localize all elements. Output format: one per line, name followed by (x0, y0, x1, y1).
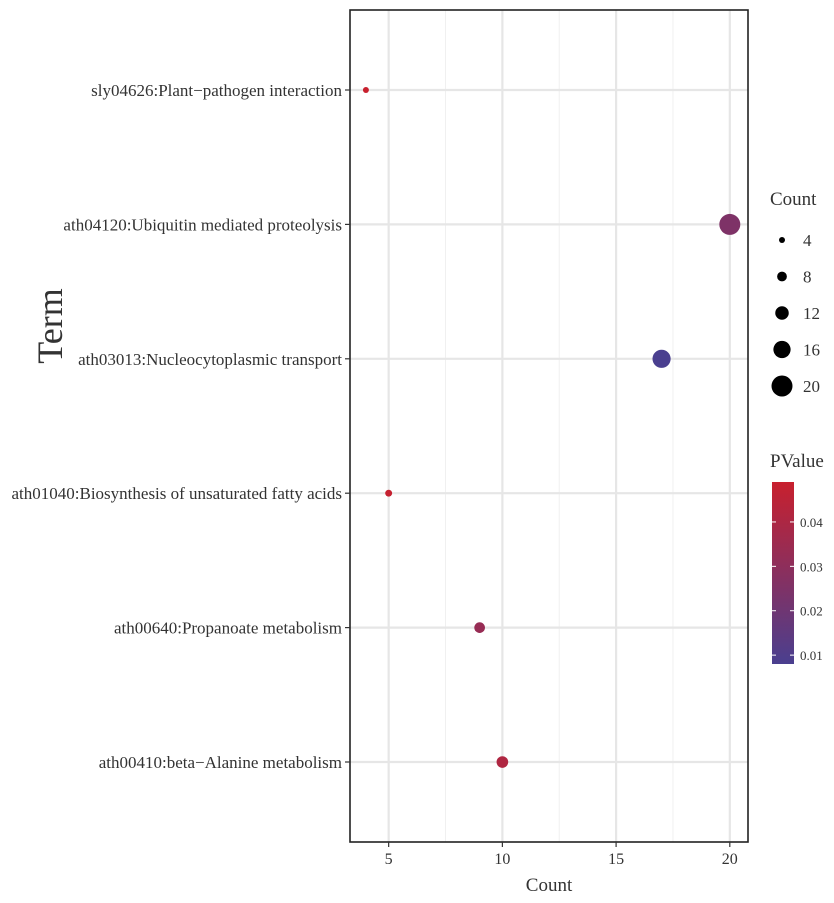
x-tick-label: 20 (722, 851, 738, 868)
color-legend-title: PValue (770, 451, 824, 472)
y-tick-label: ath00640:Propanoate metabolism (114, 619, 342, 638)
size-legend-key (771, 375, 793, 397)
y-tick-label: ath01040:Biosynthesis of unsaturated fat… (12, 484, 343, 503)
y-tick-label: ath00410:beta−Alanine metabolism (99, 753, 342, 772)
x-tick-label: 5 (385, 851, 393, 868)
y-tick-label: ath04120:Ubiquitin mediated proteolysis (63, 215, 342, 234)
x-axis-title: Count (526, 875, 573, 896)
size-legend-label: 20 (803, 377, 820, 396)
size-legend-key (777, 271, 787, 282)
y-tick-label: ath03013:Nucleocytoplasmic transport (78, 350, 342, 369)
x-tick-label: 10 (494, 851, 510, 868)
grid-lines (350, 10, 748, 842)
data-point (496, 756, 509, 768)
color-legend-label: 0.01 (800, 648, 823, 663)
size-legend-label: 8 (803, 268, 812, 287)
size-legend: Count 4 8 12 16 20 (770, 189, 820, 397)
data-point (719, 213, 741, 235)
size-legend-label: 12 (803, 304, 820, 323)
size-legend-key (773, 340, 791, 359)
size-legend-label: 4 (803, 231, 812, 250)
data-point (474, 622, 485, 633)
data-points (362, 87, 741, 768)
color-legend: PValue 0.01 0.02 0.03 0.04 (770, 451, 824, 664)
color-legend-bar (772, 482, 794, 664)
size-legend-title: Count (770, 189, 817, 210)
color-legend-label: 0.03 (800, 559, 823, 574)
y-axis-title: Term (30, 288, 70, 363)
size-legend-label: 16 (803, 341, 820, 360)
size-legend-key (775, 306, 789, 320)
x-axis: 5 10 15 20 (385, 842, 738, 868)
data-point (362, 87, 369, 93)
color-legend-label: 0.02 (800, 604, 823, 619)
x-tick-label: 15 (608, 851, 624, 868)
plot-panel-border (349, 9, 749, 843)
size-legend-key (779, 237, 785, 243)
data-point (385, 489, 393, 497)
color-legend-label: 0.04 (800, 515, 823, 530)
y-axis: sly04626:Plant−pathogen interaction ath04… (12, 81, 350, 772)
y-tick-label: sly04626:Plant−pathogen interaction (91, 81, 342, 100)
data-point (652, 349, 671, 368)
